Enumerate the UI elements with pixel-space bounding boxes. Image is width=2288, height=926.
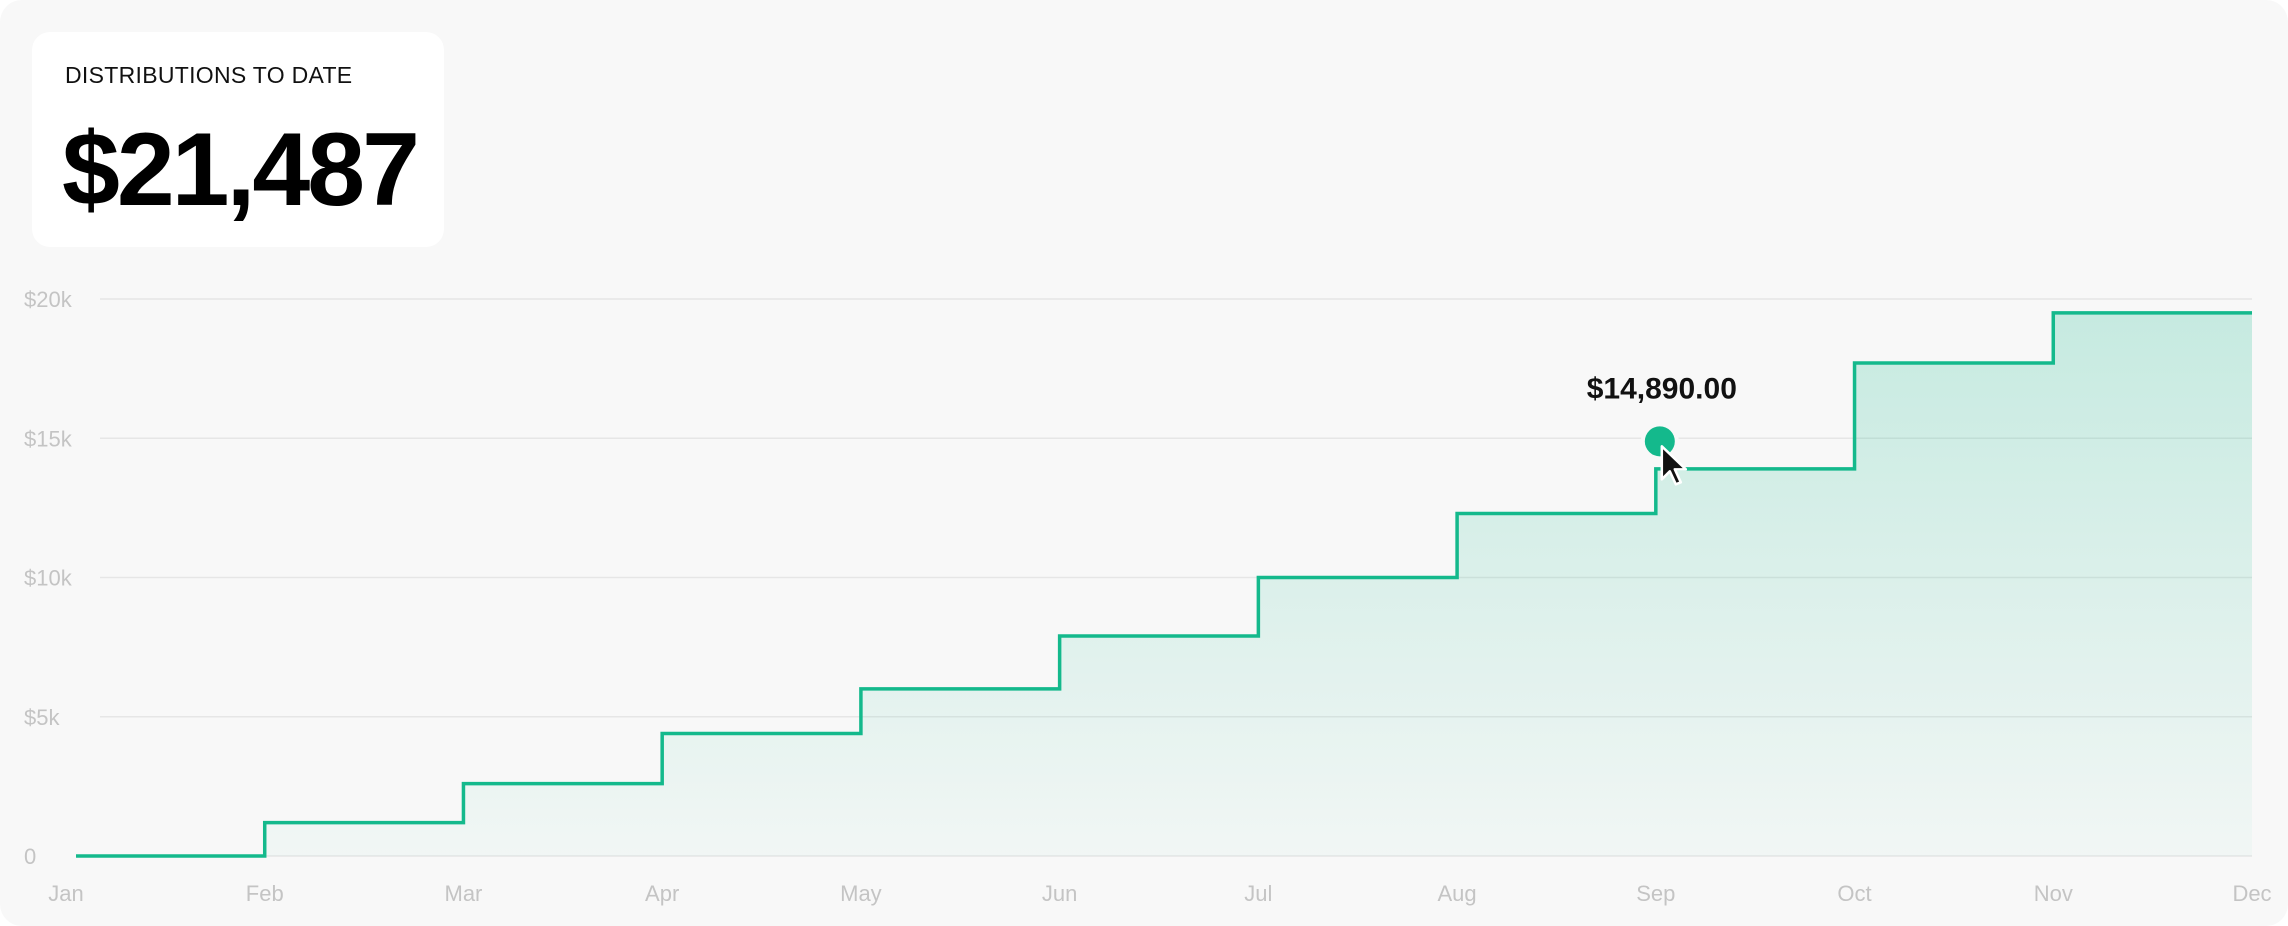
x-tick-label: Jul — [1244, 881, 1272, 906]
summary-label: DISTRIBUTIONS TO DATE — [65, 62, 353, 88]
highlight-group: $14,890.00 — [1587, 372, 1737, 486]
series-line — [76, 311, 2252, 858]
y-tick-label: $10k — [24, 566, 73, 591]
highlight-point[interactable] — [1644, 426, 1675, 457]
x-tick-label: Feb — [246, 881, 284, 906]
x-tick-label: Jan — [48, 881, 83, 906]
tooltip-value: $14,890.00 — [1587, 372, 1737, 405]
y-tick-label: $20k — [24, 287, 73, 312]
summary-card: DISTRIBUTIONS TO DATE $21,487 — [32, 32, 444, 247]
x-tick-label: Apr — [645, 881, 679, 906]
x-tick-label: Dec — [2232, 881, 2271, 906]
y-tick-label: $15k — [24, 426, 73, 451]
y-tick-label: 0 — [24, 844, 36, 869]
y-axis-labels: 0 $5k $10k $15k $20k — [24, 287, 73, 869]
x-axis-labels: Jan Feb Mar Apr May Jun Jul Aug Sep Oct Nov Dec — [48, 881, 2271, 906]
y-tick-label: $5k — [24, 705, 60, 730]
area-fill — [76, 312, 2252, 856]
x-tick-label: Nov — [2034, 881, 2073, 906]
x-tick-label: May — [840, 881, 882, 906]
x-tick-label: Aug — [1438, 881, 1477, 906]
x-tick-label: Sep — [1636, 881, 1675, 906]
summary-value: $21,487 — [62, 112, 420, 228]
x-tick-label: Oct — [1837, 881, 1871, 906]
pointer-cursor-icon — [1660, 445, 1688, 486]
x-tick-label: Mar — [445, 881, 483, 906]
x-tick-label: Jun — [1042, 881, 1077, 906]
